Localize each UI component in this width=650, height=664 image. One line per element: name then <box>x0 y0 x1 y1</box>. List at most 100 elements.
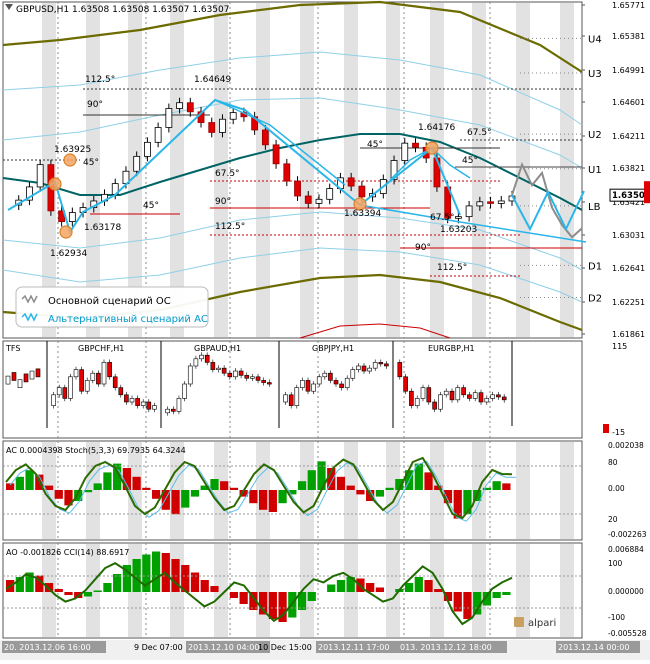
ao-bar <box>15 577 24 592</box>
ao-axis-label: -0.005528 <box>608 629 647 638</box>
tfs-bull-candle <box>350 369 356 379</box>
current-price-label: 1.63507 <box>612 191 650 201</box>
panel-frame-1 <box>2 340 583 439</box>
ao-bar <box>190 572 200 592</box>
ao-bar <box>375 587 384 592</box>
tfs-bear-candle <box>305 380 311 392</box>
bear-candle <box>261 129 269 146</box>
ao-bar <box>473 592 482 615</box>
bull-candle <box>476 201 484 207</box>
envelope-band-6 <box>299 323 451 339</box>
session-stripe <box>430 442 444 539</box>
tfs-bull-candle <box>367 367 372 372</box>
bull-candle <box>176 102 183 109</box>
symbol-dropdown-icon <box>5 4 13 10</box>
tfs-bear-candle <box>361 365 367 372</box>
tfs-bear-candle <box>135 398 140 406</box>
tfs-bear-candle <box>221 367 227 374</box>
tfs-bull-candle <box>84 380 90 392</box>
ac-bar <box>181 490 190 508</box>
bull-candle <box>154 127 162 143</box>
bear-candle <box>412 142 419 148</box>
ao-bar <box>122 565 131 592</box>
tfs-bear-candle <box>426 387 432 403</box>
time-axis-label-bg <box>186 641 270 653</box>
ao-bar <box>229 592 239 598</box>
tfs-bull-candle <box>140 401 146 406</box>
tfs-bear-candle <box>227 372 233 378</box>
ao-axis-label: 0.006884 <box>608 545 644 554</box>
tfs-bear-candle <box>328 372 333 381</box>
bull-candle <box>497 200 505 204</box>
ac-bar <box>375 490 384 497</box>
ao-bar <box>336 580 346 592</box>
ao-axis-label: 100 <box>608 559 623 568</box>
ac-bar <box>297 481 307 490</box>
tfs-bear-candle <box>107 362 112 378</box>
tfs-bull-candle <box>311 383 316 392</box>
level-label-lb: LB <box>588 202 601 213</box>
tfs-bull-candle <box>443 390 449 396</box>
tfs-bull-candle <box>216 367 221 370</box>
ao-bar <box>239 592 248 604</box>
ac-bar <box>356 490 365 495</box>
bull-candle <box>219 118 226 133</box>
ac-bar <box>171 490 180 515</box>
tfs-bull-candle <box>68 376 73 399</box>
ao-bar <box>151 551 161 592</box>
angle-label: 90° <box>87 100 103 110</box>
ao-bar <box>103 583 112 592</box>
ac-bar <box>220 481 229 490</box>
tfs-bear-candle <box>339 383 344 388</box>
ao-bar <box>482 592 492 606</box>
tfs-bear-candle <box>255 376 261 381</box>
price-tick-label: 1.65771 <box>612 1 645 10</box>
ac-bar <box>103 472 112 490</box>
pivot-marker <box>59 225 73 239</box>
ac-bar <box>161 490 170 510</box>
ao-bar <box>25 572 34 592</box>
bear-candle <box>208 122 216 133</box>
session-stripe <box>516 3 530 337</box>
angle-label: 67.5° <box>467 128 492 138</box>
ac-bar <box>190 490 200 497</box>
ac-bar <box>249 490 258 504</box>
ac-bar <box>482 487 492 490</box>
bull-candle <box>68 212 76 222</box>
tfs-bear-candle <box>288 394 294 406</box>
scenario-legend: Основной сценарий ОС Альтернативный сцена… <box>15 286 209 328</box>
angle-label: 45° <box>462 156 478 166</box>
bull-candle <box>165 108 173 128</box>
tfs-bear-candle <box>210 362 216 370</box>
ao-bar <box>268 592 277 619</box>
tfs-bull-candle <box>233 370 238 378</box>
ac-axis-label: -0.002263 <box>608 530 647 539</box>
tfs-bear-candle <box>461 387 466 396</box>
ao-bar <box>181 565 190 592</box>
pivot-marker <box>353 197 367 211</box>
angle-label: 67.5° <box>430 213 455 223</box>
price-label: 1.63925 <box>54 145 91 155</box>
tfs-bear-candle <box>238 370 244 376</box>
session-stripe <box>214 3 228 337</box>
bull-candle <box>390 160 398 180</box>
tfs-pair-label: EURGBP,H1 <box>428 344 475 353</box>
ao-bar <box>327 584 336 592</box>
ao-bar <box>424 580 433 592</box>
ao-bar <box>54 589 63 592</box>
bear-candle <box>358 185 366 198</box>
price-tick-label: 1.62251 <box>612 298 645 307</box>
ac-bar <box>453 490 462 519</box>
chart-header: GBPUSD,H1 1.63508 1.63508 1.63507 1.6350… <box>16 5 229 15</box>
bear-candle <box>304 195 312 204</box>
bull-candle <box>133 155 141 172</box>
price-label: 1.64176 <box>418 123 455 133</box>
tfs-bear-candle <box>384 363 389 367</box>
price-tick-label: 1.63421 <box>612 198 645 207</box>
price-tick-label: 1.63031 <box>612 231 645 240</box>
tfs-bear-candle <box>449 390 455 401</box>
price-tick-label: 1.61861 <box>612 330 645 339</box>
tfs-bear-candle <box>478 392 484 403</box>
stoch-signal-line <box>9 460 517 522</box>
